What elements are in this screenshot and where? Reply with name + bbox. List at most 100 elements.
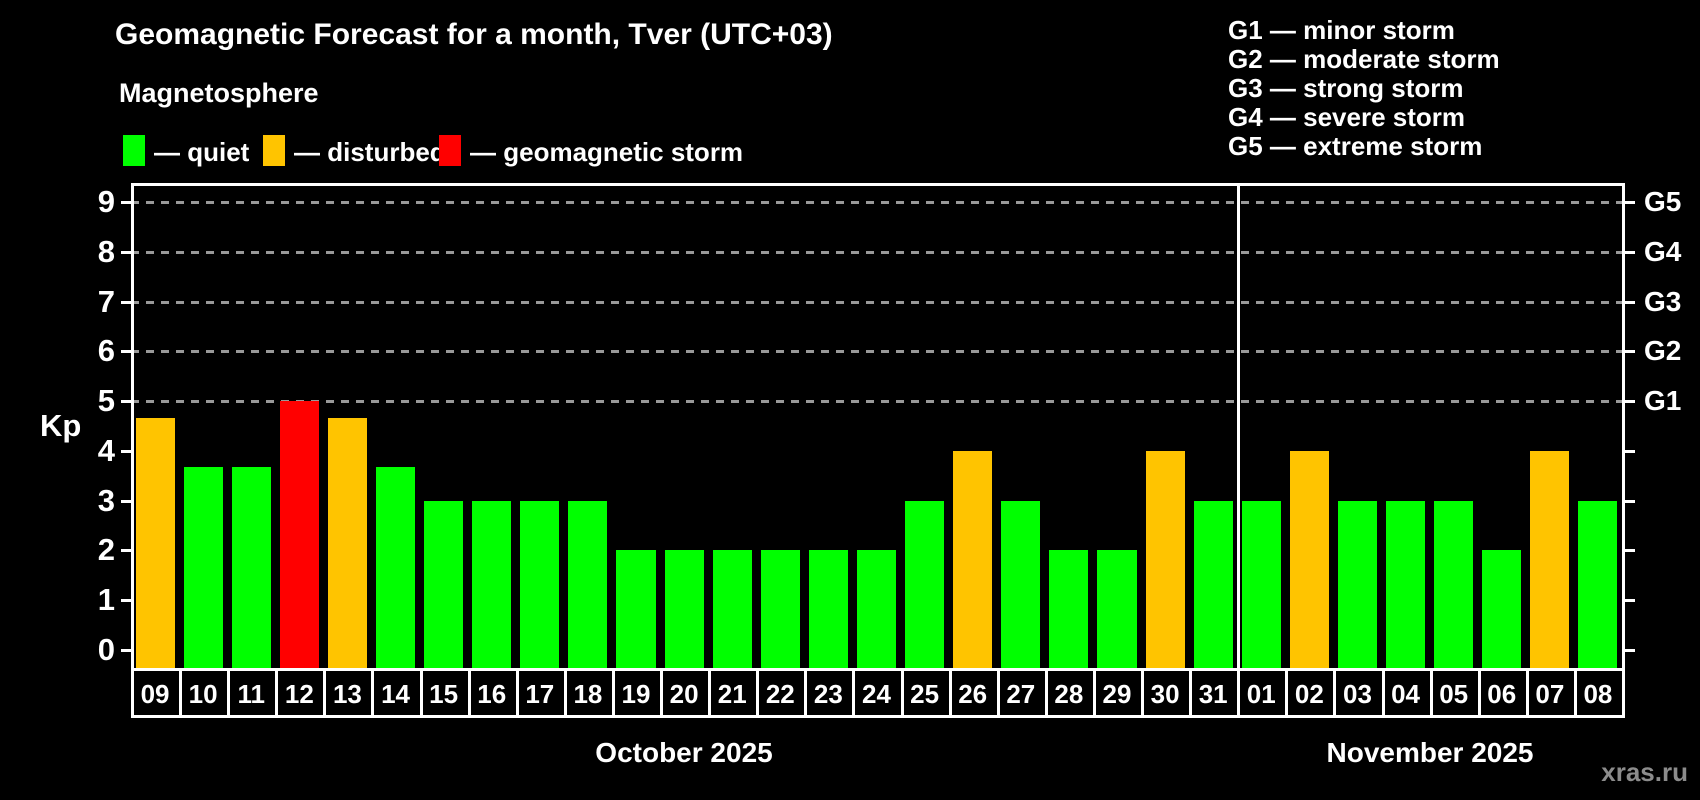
y-axis-tick: [121, 449, 131, 453]
date-label: 14: [381, 679, 410, 709]
date-cell-separator: [1622, 668, 1625, 715]
date-cell-separator: [1044, 668, 1048, 715]
gridline-kp7: [131, 300, 1622, 304]
right-axis-tick: [1625, 350, 1635, 354]
date-cell-separator: [611, 668, 615, 715]
right-axis-tick: [1625, 250, 1635, 254]
date-label: 18: [573, 679, 603, 709]
date-cell-separator: [515, 668, 519, 715]
g-scale-legend: G1 — minor storm G2 — moderate storm G3 …: [1228, 16, 1500, 161]
date-cell-separator: [1573, 668, 1577, 715]
y-axis-tick: [121, 549, 131, 553]
date-cell-separator: [1381, 668, 1385, 715]
date-label: 04: [1391, 679, 1421, 709]
kp-bar-27: [1001, 500, 1041, 668]
right-axis-tick: [1625, 499, 1635, 503]
date-label: 03: [1342, 679, 1372, 709]
gridline-kp5: [131, 400, 1622, 404]
kp-bar-11: [231, 467, 271, 668]
date-label: 22: [765, 679, 795, 709]
y-axis-line: [131, 183, 134, 668]
date-cell-separator: [1092, 668, 1096, 715]
date-cell-separator: [275, 668, 279, 715]
kp-bar-24: [856, 550, 897, 668]
g-scale-tick-label-g4: G4: [1644, 235, 1682, 267]
kp-bar-04: [1386, 500, 1426, 668]
y-axis-tick: [121, 350, 131, 354]
date-label: 30: [1150, 679, 1180, 709]
disturbed-legend-label: — disturbed: [294, 137, 446, 167]
date-cell-separator: [1525, 668, 1529, 715]
date-cell-separator: [996, 668, 1000, 715]
kp-bar-23: [808, 550, 848, 668]
right-axis-tick: [1625, 599, 1635, 603]
date-cell-separator: [467, 668, 471, 715]
kp-bar-21: [712, 550, 752, 668]
date-cell-separator: [948, 668, 952, 715]
date-cell-separator: [1189, 668, 1193, 715]
right-axis-line: [1622, 183, 1625, 668]
date-cell-separator: [1285, 668, 1289, 715]
date-label: 01: [1246, 679, 1276, 709]
y-axis-tick: [121, 300, 131, 304]
gridline-kp6: [131, 350, 1622, 354]
kp-bar-28: [1049, 550, 1089, 668]
y-tick-label: 5: [97, 383, 115, 419]
kp-bar-15: [424, 500, 464, 668]
kp-bar-29: [1097, 550, 1137, 668]
storm-legend-label: — geomagnetic storm: [470, 137, 744, 167]
date-cell-separator: [227, 668, 231, 715]
right-axis-tick: [1625, 300, 1635, 304]
kp-bar-08: [1578, 500, 1618, 668]
date-label: 19: [621, 679, 651, 709]
date-label: 26: [958, 679, 988, 709]
y-axis-tick: [121, 599, 131, 603]
kp-bar-16: [472, 500, 512, 668]
date-cell-separator: [563, 668, 567, 715]
date-label: 05: [1439, 679, 1469, 709]
date-cell-separator: [1429, 668, 1433, 715]
right-axis-tick: [1625, 200, 1635, 204]
y-tick-label: 3: [97, 482, 115, 518]
y-axis-tick: [121, 400, 131, 404]
y-axis-tick: [121, 649, 131, 652]
kp-bar-20: [664, 550, 704, 668]
kp-bar-26: [953, 450, 993, 668]
kp-bar-30: [1145, 450, 1185, 668]
g-scale-tick-label-g3: G3: [1644, 285, 1682, 317]
g4-legend-line: G4 — severe storm: [1228, 102, 1466, 132]
chart-title: Geomagnetic Forecast for a month, Tver (…: [115, 18, 833, 51]
kp-bar-18: [568, 500, 608, 668]
date-label: 09: [140, 679, 170, 709]
kp-bar-17: [520, 500, 560, 668]
month-separator-line: [1237, 183, 1241, 715]
y-tick-label: 6: [97, 333, 115, 369]
date-label: 10: [188, 679, 218, 709]
y-axis-tick: [121, 250, 131, 254]
date-label: 15: [429, 679, 459, 709]
date-label: 23: [813, 679, 843, 709]
y-axis-tick: [121, 499, 131, 503]
date-label: 20: [669, 679, 699, 709]
kp-bar-22: [760, 550, 800, 668]
kp-bar-02: [1289, 450, 1329, 668]
date-label: 24: [862, 679, 891, 709]
date-cell-separator: [419, 668, 423, 715]
date-cell-separator: [756, 668, 760, 715]
date-cell-separator: [660, 668, 664, 715]
date-label: 11: [237, 679, 265, 709]
y-tick-label: 4: [97, 432, 115, 468]
kp-bar-12: [279, 401, 319, 668]
g3-legend-line: G3 — strong storm: [1228, 73, 1464, 103]
date-label: 16: [477, 679, 507, 709]
gridline-kp8: [131, 250, 1622, 254]
date-label: 06: [1487, 679, 1517, 709]
y-tick-label: 7: [97, 283, 115, 319]
date-cell-separator: [804, 668, 808, 715]
date-label: 13: [332, 679, 362, 709]
date-label: 25: [910, 679, 940, 709]
date-label: 29: [1102, 679, 1132, 709]
kp-bar-14: [375, 467, 416, 668]
date-label: 31: [1198, 679, 1228, 709]
